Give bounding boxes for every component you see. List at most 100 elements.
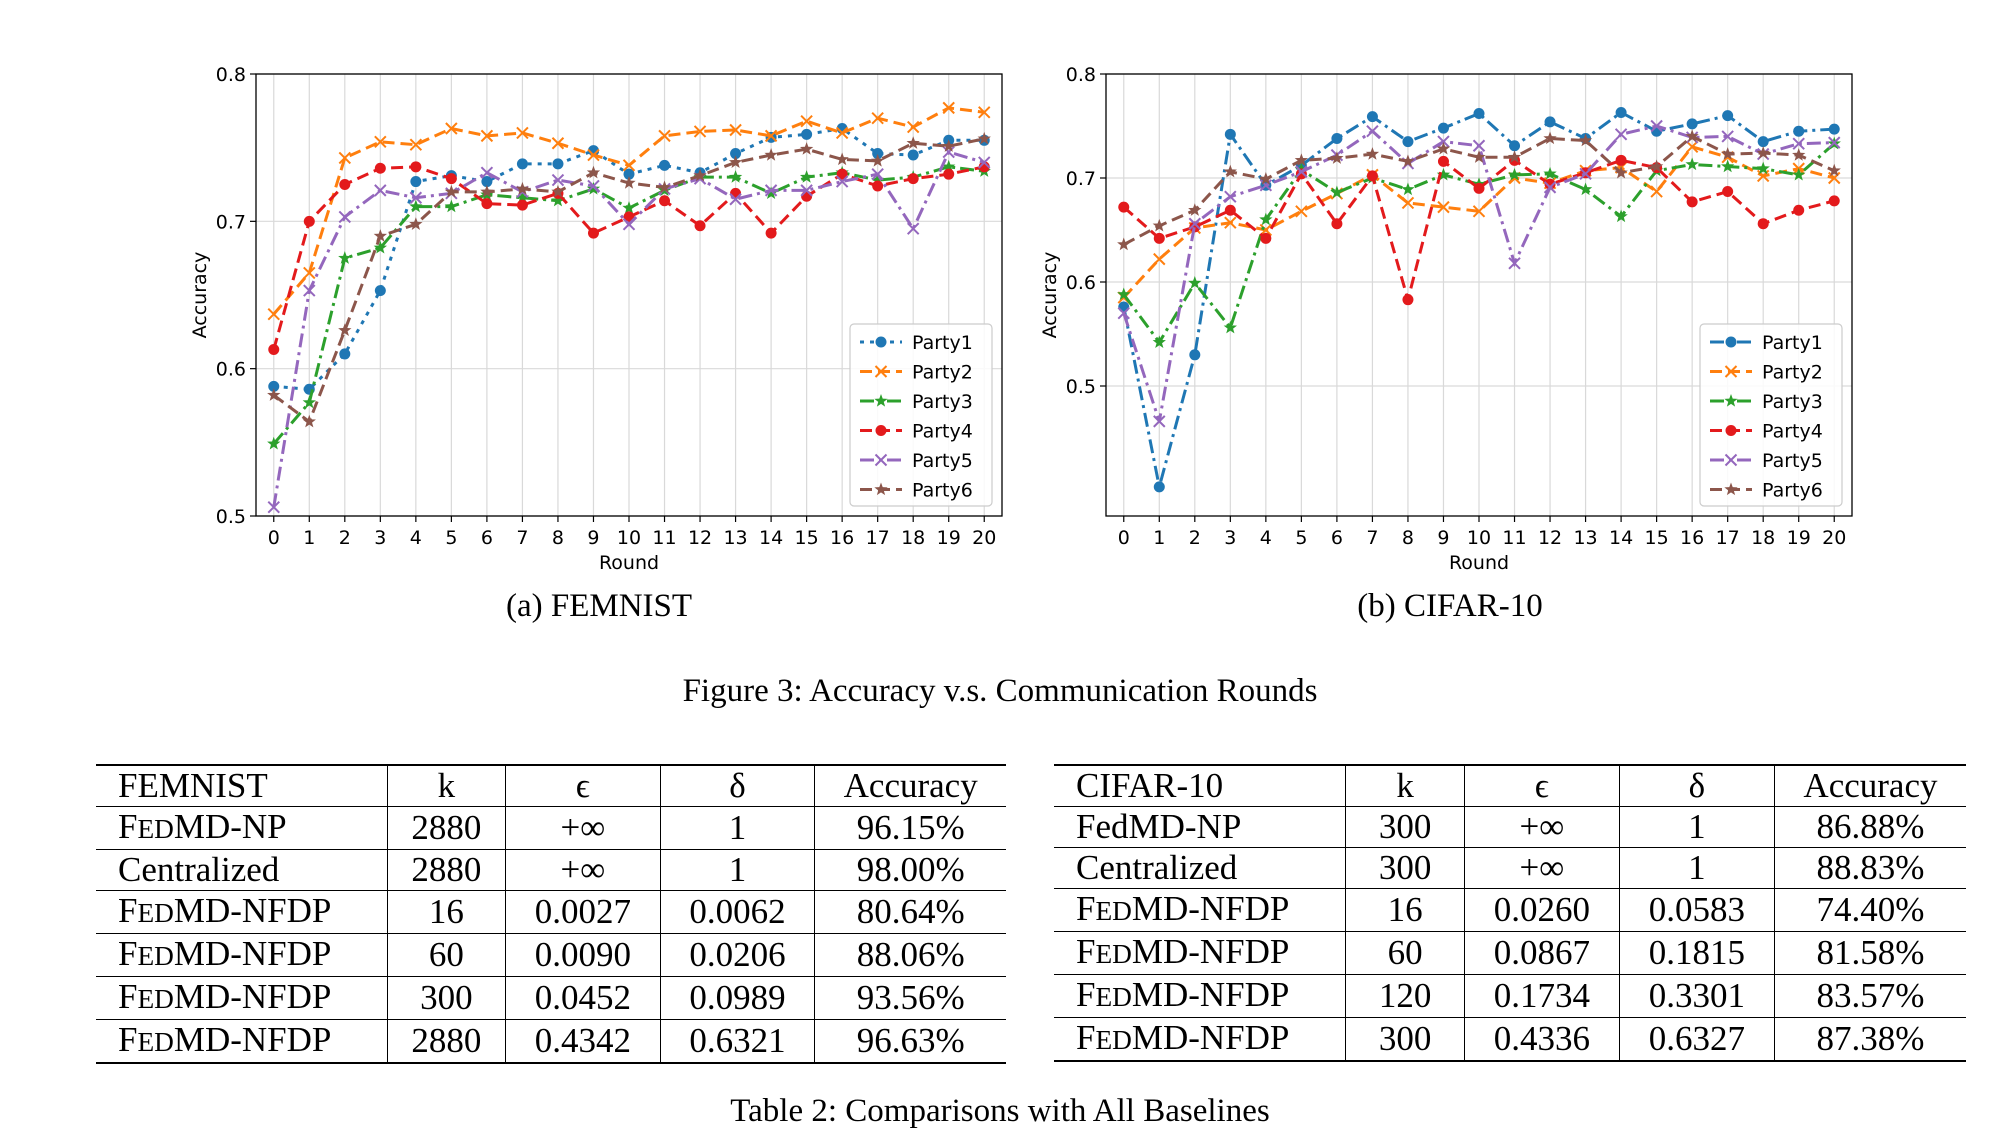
data-point bbox=[1153, 252, 1166, 266]
data-point bbox=[728, 170, 743, 183]
legend-marker bbox=[875, 425, 887, 436]
data-point bbox=[1117, 287, 1131, 301]
data-point bbox=[1614, 165, 1628, 179]
value-cell: 1 bbox=[1619, 847, 1775, 889]
data-point bbox=[1436, 141, 1451, 155]
value-cell: 0.0867 bbox=[1464, 931, 1620, 975]
table-femnist: FEMNIST k ϵ δ Accuracy FEDMD-NP 2880 +∞ 1 96.15% C… bbox=[96, 764, 1006, 1064]
data-point bbox=[374, 135, 387, 148]
x-tick-label: 10 bbox=[1467, 527, 1491, 549]
x-tick-label: 0 bbox=[268, 527, 280, 549]
data-point bbox=[1827, 163, 1841, 177]
data-point bbox=[1722, 186, 1734, 198]
x-tick-label: 8 bbox=[552, 527, 564, 549]
value-cell: 16 bbox=[1345, 888, 1465, 932]
legend-marker bbox=[1724, 394, 1738, 407]
data-point bbox=[587, 179, 600, 193]
table-row: Centralized 300 +∞ 1 88.83% bbox=[1054, 847, 1966, 889]
method-cell: FEDMD-NFDP bbox=[1054, 931, 1347, 975]
y-axis-label: Accuracy bbox=[1039, 252, 1061, 339]
data-point bbox=[907, 173, 919, 185]
data-point bbox=[1756, 169, 1770, 183]
data-point bbox=[1685, 129, 1699, 143]
data-point bbox=[1295, 165, 1308, 178]
legend-entry: Party3 bbox=[912, 391, 973, 413]
data-point bbox=[409, 138, 423, 151]
method-cell: FEDMD-NFDP bbox=[1054, 974, 1347, 1018]
method-cell: FEDMD-NFDP bbox=[1054, 1017, 1347, 1062]
data-point bbox=[623, 168, 635, 180]
x-tick-label: 12 bbox=[688, 527, 712, 549]
value-cell: 1 bbox=[660, 806, 816, 850]
x-tick-label: 14 bbox=[1609, 527, 1633, 549]
value-cell: 0.4342 bbox=[505, 1019, 661, 1064]
data-point bbox=[1686, 118, 1698, 130]
legend: Party1 Party2 Party3 Party4 Party5 Party6 bbox=[849, 323, 993, 507]
data-point bbox=[303, 284, 316, 297]
table-row: FEDMD-NFDP 60 0.0090 0.0206 88.06% bbox=[96, 933, 1006, 977]
value-cell: 0.0260 bbox=[1464, 888, 1620, 932]
data-point bbox=[444, 184, 459, 198]
data-point bbox=[1793, 125, 1805, 137]
legend-box bbox=[849, 323, 993, 507]
data-point bbox=[1828, 136, 1841, 149]
data-point bbox=[444, 199, 459, 213]
legend-entry: Party2 bbox=[1762, 362, 1823, 384]
data-point bbox=[268, 380, 280, 392]
x-tick-label: 12 bbox=[1538, 527, 1562, 549]
data-point bbox=[303, 215, 315, 227]
data-point bbox=[622, 218, 636, 231]
legend-entry: Party4 bbox=[1762, 421, 1823, 443]
data-point bbox=[1614, 128, 1628, 141]
data-point bbox=[622, 159, 636, 172]
value-cell: 300 bbox=[1345, 847, 1465, 889]
data-point bbox=[1153, 232, 1165, 244]
series-party6 bbox=[267, 131, 991, 428]
method-cell: FEDMD-NFDP bbox=[96, 933, 388, 977]
data-point bbox=[871, 167, 884, 181]
data-point bbox=[1331, 132, 1343, 144]
y-tick-label: 0.8 bbox=[1066, 64, 1096, 86]
data-point bbox=[1721, 147, 1735, 160]
value-cell: 0.3301 bbox=[1619, 974, 1775, 1018]
method-cell: FEDMD-NFDP bbox=[96, 1019, 388, 1064]
method-cell: FEDMD-NP bbox=[96, 806, 388, 850]
x-tick-label: 13 bbox=[1573, 527, 1597, 549]
data-point bbox=[836, 168, 848, 180]
legend-marker bbox=[874, 482, 888, 496]
data-point bbox=[1828, 123, 1840, 135]
data-point bbox=[552, 158, 564, 170]
data-point bbox=[872, 148, 884, 160]
x-tick-label: 9 bbox=[1437, 527, 1449, 549]
legend-marker bbox=[1724, 482, 1738, 496]
legend-entry: Party4 bbox=[912, 421, 973, 443]
x-tick-label: 0 bbox=[1118, 527, 1130, 549]
method-cell: FedMD-NP bbox=[1054, 806, 1347, 848]
data-point bbox=[1117, 306, 1130, 320]
data-point bbox=[799, 142, 814, 155]
data-point bbox=[1437, 155, 1449, 167]
x-tick-label: 17 bbox=[1716, 527, 1740, 549]
value-cell: 300 bbox=[387, 976, 506, 1020]
data-point bbox=[943, 168, 955, 180]
data-point bbox=[338, 323, 352, 337]
value-cell: 0.0452 bbox=[505, 976, 661, 1020]
x-tick-label: 7 bbox=[516, 527, 528, 549]
data-point bbox=[694, 220, 706, 232]
data-point bbox=[978, 106, 991, 119]
data-point bbox=[1402, 294, 1414, 306]
data-point bbox=[800, 114, 813, 128]
legend-entry: Party5 bbox=[912, 450, 973, 472]
series-party6 bbox=[1117, 129, 1841, 251]
x-tick-label: 9 bbox=[587, 527, 599, 549]
data-point bbox=[1153, 415, 1166, 428]
y-tick-label: 0.5 bbox=[1066, 376, 1096, 398]
data-point bbox=[268, 344, 280, 356]
legend-entry: Party6 bbox=[1762, 480, 1823, 502]
data-point bbox=[1615, 154, 1627, 166]
data-point bbox=[1401, 196, 1415, 210]
data-point bbox=[1649, 159, 1664, 173]
column-header: CIFAR-10 bbox=[1054, 764, 1347, 807]
data-point bbox=[1756, 161, 1770, 175]
data-point bbox=[1543, 131, 1557, 145]
